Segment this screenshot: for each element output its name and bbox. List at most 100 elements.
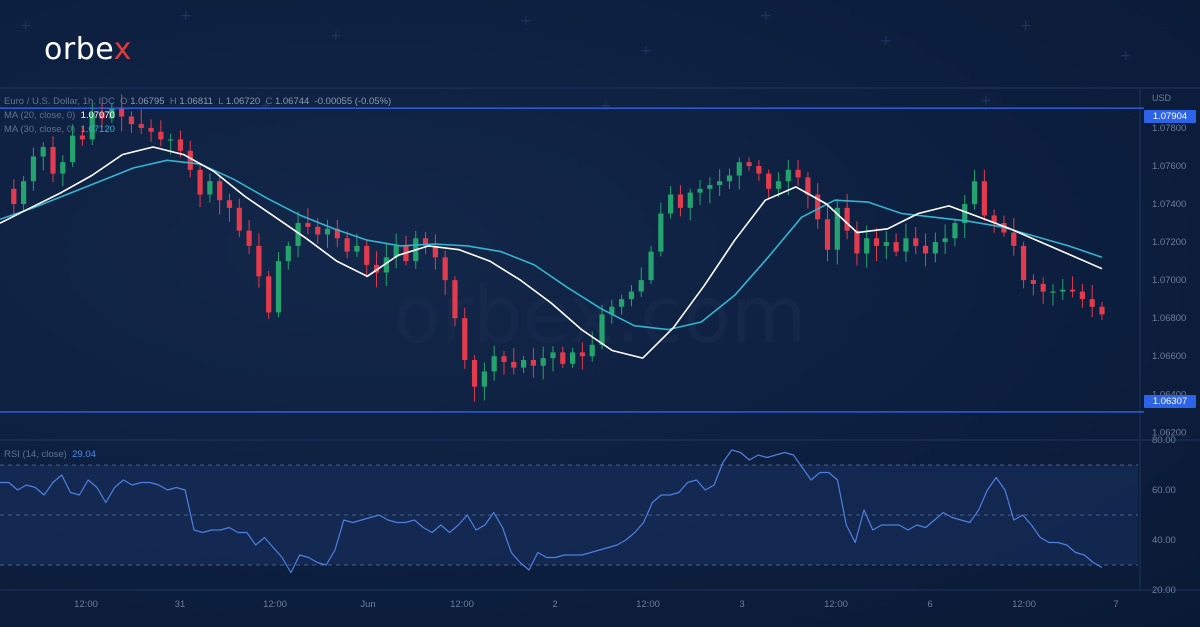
rsi-line	[0, 449, 1103, 574]
candle-body	[89, 112, 95, 140]
candle-body	[109, 108, 115, 119]
candle-body	[226, 200, 233, 208]
candle-body	[1040, 283, 1046, 292]
candle-body	[217, 181, 223, 201]
candle-body	[344, 238, 350, 252]
orbex-logo: orbex	[44, 32, 132, 67]
rsi-value: 29.04	[72, 449, 96, 460]
price-tick-label: 1.07200	[1152, 237, 1186, 248]
candle-body	[638, 280, 644, 292]
time-tick-label: 12:00	[1012, 599, 1036, 610]
support-price-label: 1.06307	[1144, 395, 1196, 408]
ma30-legend: MA (30, close, 0) 1.07120	[4, 124, 115, 135]
candle-body	[707, 185, 713, 189]
candle-body	[60, 162, 66, 174]
candle-body	[1060, 289, 1066, 292]
decor-sparkle-11: +	[980, 93, 992, 109]
decor-sparkle-5: +	[760, 8, 772, 24]
candle-body	[30, 156, 37, 182]
candle-body	[962, 204, 968, 224]
time-tick-label: 12:00	[450, 599, 474, 610]
rsi-tick-label: 60.00	[1152, 485, 1176, 496]
candle-body	[432, 245, 438, 258]
candle-body	[883, 242, 889, 246]
candle-body	[50, 146, 56, 174]
candle-body	[373, 264, 380, 273]
candle-body	[824, 219, 831, 250]
candle-body	[648, 251, 654, 281]
rsi-legend: RSI (14, close) 29.04	[4, 449, 96, 460]
candle-body	[236, 207, 242, 231]
candle-body	[1011, 232, 1017, 246]
candle-body	[922, 245, 929, 254]
candle-body	[589, 344, 595, 357]
open-value: 1.06795	[130, 96, 165, 107]
candle-body	[177, 139, 184, 151]
candle-body	[393, 245, 399, 258]
candle-body	[550, 352, 556, 359]
rsi-tick-label: 40.00	[1152, 535, 1176, 546]
candle-body	[334, 228, 340, 239]
candle-body	[971, 181, 978, 205]
time-tick-label: 31	[175, 599, 186, 610]
candle-body	[864, 238, 870, 254]
candle-body	[354, 245, 360, 252]
candle-body	[305, 223, 311, 227]
candle-body	[40, 146, 46, 157]
candle-body	[207, 181, 213, 195]
candle-body	[79, 135, 86, 140]
decor-sparkle-8: +	[1120, 48, 1132, 64]
decor-sparkle-1: +	[180, 8, 192, 24]
candle-body	[266, 276, 272, 313]
ma30-line	[0, 159, 1103, 331]
candle-body	[697, 188, 703, 193]
candle-body	[903, 238, 909, 252]
candle-body	[873, 238, 880, 246]
price-tick-label: 1.06600	[1152, 351, 1186, 362]
candle-body	[619, 299, 625, 307]
candle-body	[844, 207, 850, 231]
candle-body	[158, 131, 164, 140]
candle-body	[511, 361, 517, 368]
candle-body	[324, 228, 331, 235]
candle-body	[726, 175, 733, 182]
candle-body	[677, 194, 684, 208]
candle-body	[501, 356, 507, 362]
rsi-tick-label: 80.00	[1152, 435, 1176, 446]
time-tick-label: 2	[552, 599, 557, 610]
candle-body	[540, 358, 546, 366]
candle-body	[736, 162, 742, 176]
candle-body	[854, 230, 860, 254]
candle-body	[815, 194, 821, 220]
candle-body	[981, 181, 987, 216]
candle-body	[520, 360, 527, 368]
candle-body	[275, 261, 282, 313]
ma20-value: 1.07070	[80, 110, 115, 121]
candle-body	[834, 207, 840, 250]
time-tick-label: 7	[1113, 599, 1118, 610]
candle-body	[628, 291, 635, 300]
price-tick-label: 1.06200	[1152, 427, 1186, 438]
price-tick-label: 1.06400	[1152, 389, 1186, 400]
price-unit: USD	[1152, 93, 1172, 103]
rsi-tick-label: 20.00	[1152, 585, 1176, 596]
low-value: 1.06720	[225, 96, 261, 107]
candle-body	[481, 371, 487, 387]
decor-sparkle-7: +	[1020, 18, 1032, 34]
candle-body	[942, 238, 948, 243]
time-tick-label: 12:00	[74, 599, 98, 610]
candle-body	[805, 177, 811, 195]
candle-body	[11, 188, 17, 205]
candle-body	[775, 181, 782, 189]
candle-body	[795, 169, 801, 178]
price-tick-label: 1.07000	[1152, 275, 1186, 286]
candle-body	[756, 165, 762, 174]
candle-body	[1050, 291, 1056, 293]
time-tick-label: 12:00	[263, 599, 287, 610]
candle-body	[187, 150, 193, 170]
candle-body	[128, 116, 135, 125]
price-tick-label: 1.07600	[1152, 161, 1186, 172]
candle-body	[99, 112, 105, 119]
time-tick-label: 6	[927, 599, 932, 610]
